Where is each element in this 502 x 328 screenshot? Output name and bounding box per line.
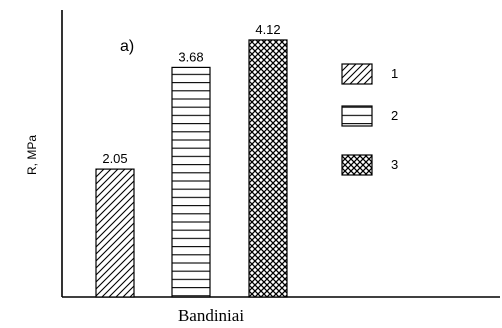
legend-swatch-1	[341, 63, 373, 85]
legend-label-2: 2	[391, 108, 398, 123]
value-labels: 2.05 3.68 4.12	[102, 22, 280, 166]
legend-label-3: 3	[391, 157, 398, 172]
bar-3	[248, 39, 288, 298]
panel-label: a)	[120, 38, 134, 55]
legend: 1 2 3	[341, 63, 398, 176]
legend-swatch-2	[341, 105, 373, 127]
y-axis-label: R, MPa	[25, 135, 39, 175]
value-label-1: 2.05	[102, 151, 127, 166]
bar-1	[95, 168, 135, 298]
legend-label-1: 1	[391, 66, 398, 81]
bar-2	[171, 66, 211, 298]
value-label-2: 3.68	[178, 49, 203, 64]
legend-swatch-3	[341, 154, 373, 176]
bars	[95, 39, 288, 298]
value-label-3: 4.12	[255, 22, 280, 37]
x-axis-label: Bandiniai	[178, 306, 244, 325]
